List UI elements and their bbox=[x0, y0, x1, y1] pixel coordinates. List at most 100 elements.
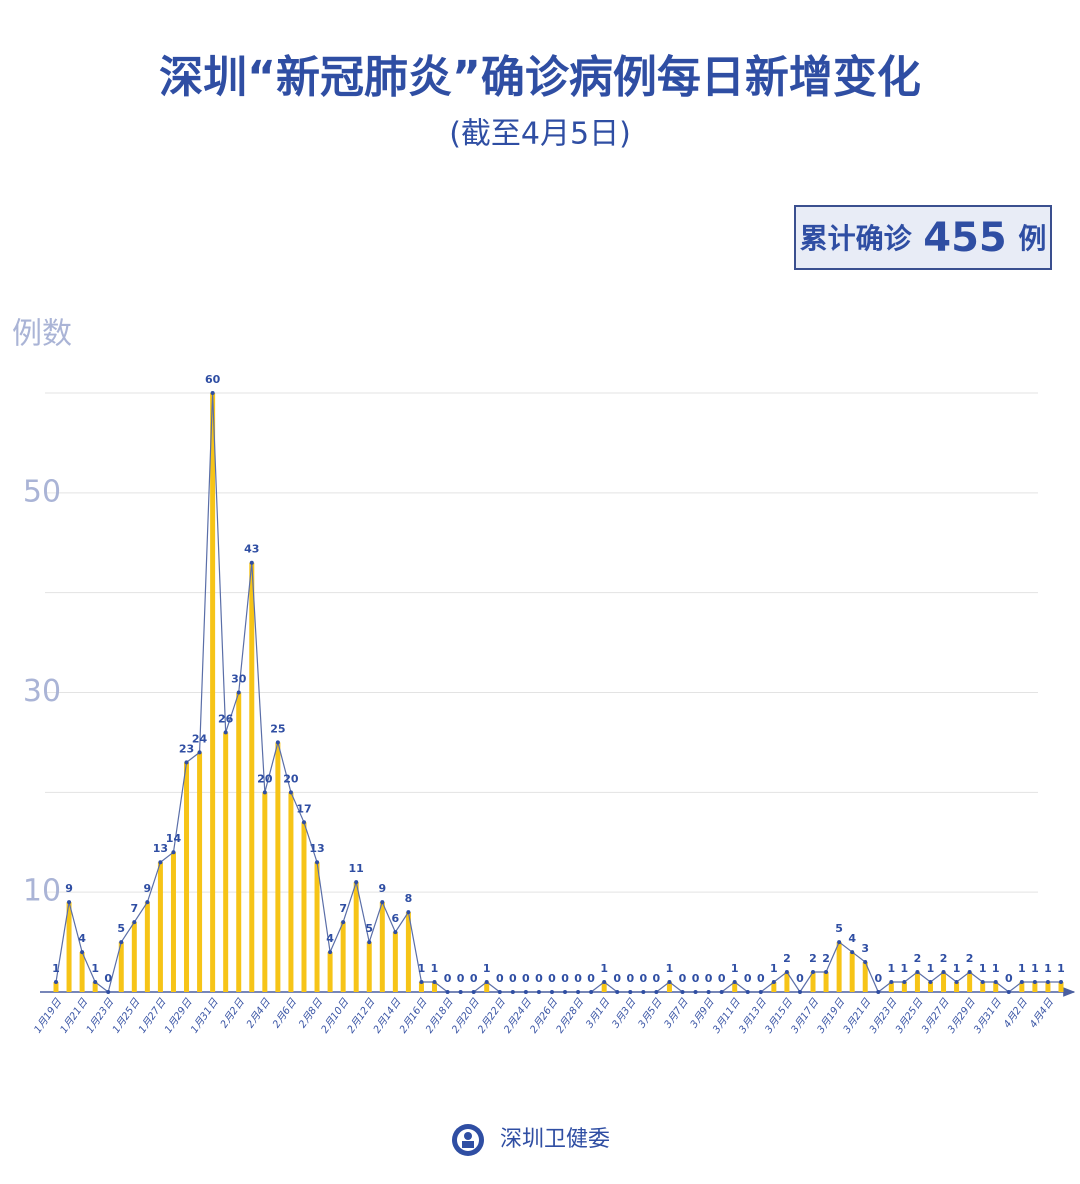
point bbox=[811, 970, 816, 975]
point bbox=[93, 980, 98, 985]
value-label: 0 bbox=[613, 972, 621, 985]
value-label: 0 bbox=[1005, 972, 1013, 985]
value-label: 2 bbox=[940, 952, 948, 965]
point bbox=[145, 900, 150, 905]
y-tick-label: 30 bbox=[23, 674, 61, 709]
point bbox=[106, 990, 111, 994]
value-label: 1 bbox=[770, 962, 778, 975]
value-label: 0 bbox=[104, 972, 112, 985]
bar bbox=[732, 982, 738, 992]
point bbox=[210, 391, 215, 395]
value-label: 1 bbox=[1057, 962, 1065, 975]
value-label: 1 bbox=[953, 962, 961, 975]
x-tick-label: 4月2日 bbox=[1002, 996, 1030, 1030]
point bbox=[967, 970, 972, 975]
bar bbox=[92, 982, 98, 992]
bar bbox=[954, 982, 960, 992]
x-tick-label: 1月31日 bbox=[189, 996, 221, 1035]
bar bbox=[223, 732, 229, 992]
value-label: 0 bbox=[718, 972, 726, 985]
bar bbox=[1019, 982, 1025, 992]
point bbox=[863, 960, 868, 965]
bar bbox=[901, 982, 907, 992]
value-label: 0 bbox=[457, 972, 465, 985]
point bbox=[1019, 980, 1024, 985]
value-label: 7 bbox=[339, 902, 347, 915]
value-label: 4 bbox=[848, 932, 856, 945]
value-label: 0 bbox=[640, 972, 648, 985]
value-label: 0 bbox=[496, 972, 504, 985]
point bbox=[615, 990, 620, 994]
point bbox=[419, 980, 424, 985]
bar bbox=[340, 922, 346, 992]
point bbox=[262, 790, 267, 795]
value-label: 20 bbox=[283, 772, 299, 785]
value-label: 0 bbox=[626, 972, 634, 985]
x-tick-label: 3月7日 bbox=[663, 996, 691, 1030]
x-tick-label: 2月4日 bbox=[245, 996, 273, 1030]
value-label: 1 bbox=[1044, 962, 1052, 975]
point bbox=[928, 980, 933, 985]
point bbox=[589, 990, 594, 994]
y-tick-label: 50 bbox=[23, 474, 61, 509]
value-label: 0 bbox=[692, 972, 700, 985]
bar bbox=[131, 922, 137, 992]
value-label: 9 bbox=[65, 882, 73, 895]
y-tick-label: 10 bbox=[23, 874, 61, 909]
point bbox=[197, 750, 202, 755]
bar bbox=[53, 982, 59, 992]
bar bbox=[967, 972, 973, 992]
value-label: 17 bbox=[296, 802, 311, 815]
value-label: 23 bbox=[179, 742, 194, 755]
value-label: 4 bbox=[78, 932, 86, 945]
point bbox=[523, 990, 528, 994]
value-label: 2 bbox=[783, 952, 791, 965]
point bbox=[67, 900, 72, 905]
total-value: 455 bbox=[923, 215, 1007, 261]
chart-title: 深圳“新冠肺炎”确诊病例每日新增变化 bbox=[159, 52, 921, 103]
value-label: 0 bbox=[757, 972, 765, 985]
chart-subtitle: (截至4月5日) bbox=[449, 117, 631, 152]
point bbox=[341, 920, 346, 925]
value-label: 1 bbox=[887, 962, 895, 975]
point bbox=[824, 970, 829, 975]
point bbox=[941, 970, 946, 975]
point bbox=[980, 980, 985, 985]
value-label: 25 bbox=[270, 722, 285, 735]
bar bbox=[405, 912, 411, 992]
point bbox=[563, 990, 568, 994]
point bbox=[432, 980, 437, 985]
value-label: 1 bbox=[431, 962, 439, 975]
value-label: 5 bbox=[835, 922, 843, 935]
value-label: 11 bbox=[349, 862, 364, 875]
bar bbox=[1045, 982, 1051, 992]
value-label: 1 bbox=[600, 962, 608, 975]
value-label: 0 bbox=[470, 972, 478, 985]
value-label: 5 bbox=[365, 922, 373, 935]
value-label: 14 bbox=[166, 832, 182, 845]
point bbox=[406, 910, 411, 915]
bar bbox=[601, 982, 607, 992]
value-label: 1 bbox=[418, 962, 426, 975]
value-label: 0 bbox=[653, 972, 661, 985]
point bbox=[654, 990, 659, 994]
x-tick-label: 2月28日 bbox=[555, 996, 587, 1035]
point bbox=[680, 990, 685, 994]
bar bbox=[157, 862, 163, 992]
value-label: 2 bbox=[809, 952, 817, 965]
point bbox=[745, 990, 750, 994]
point bbox=[602, 980, 607, 985]
bar bbox=[288, 792, 294, 992]
bar bbox=[1058, 982, 1064, 992]
bar bbox=[210, 393, 216, 992]
value-label: 1 bbox=[483, 962, 491, 975]
bar bbox=[862, 962, 868, 992]
value-label: 5 bbox=[117, 922, 125, 935]
point bbox=[380, 900, 385, 905]
y-axis-label: 例数 bbox=[12, 317, 72, 352]
point bbox=[301, 820, 306, 825]
point bbox=[758, 990, 763, 994]
total-box bbox=[794, 205, 1052, 270]
point bbox=[628, 990, 633, 994]
value-label: 6 bbox=[392, 912, 400, 925]
